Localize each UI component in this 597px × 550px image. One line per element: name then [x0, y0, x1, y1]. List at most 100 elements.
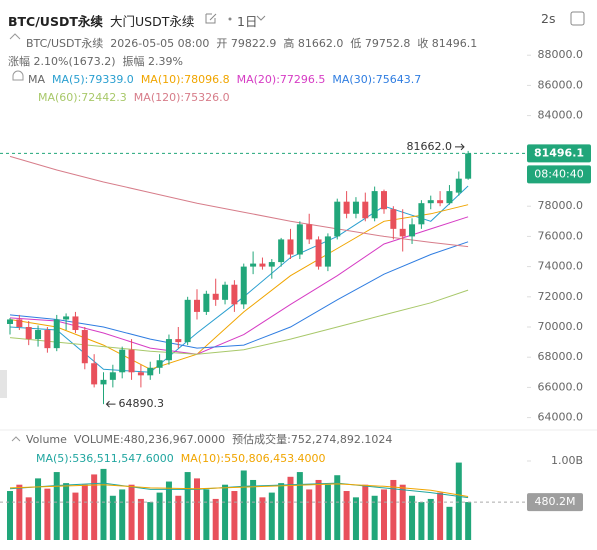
volume-bar: [72, 492, 79, 540]
legend-item: MA(5):536,511,547.6000: [36, 452, 174, 465]
layout-icon[interactable]: [570, 11, 585, 26]
candle-body: [137, 372, 144, 376]
info-item: 低 79752.8: [350, 37, 411, 50]
volume-bar: [465, 502, 472, 540]
candle-body: [212, 293, 219, 300]
y-tick-label: 76000.0: [538, 229, 584, 242]
index-name[interactable]: 大门USDT永续: [110, 14, 195, 29]
volume-bar: [7, 491, 13, 540]
candle-body: [268, 262, 275, 267]
volume-bar: [352, 497, 359, 540]
candle-body: [156, 360, 163, 368]
volume-bar: [81, 484, 88, 540]
candle-body: [91, 363, 98, 385]
y-tick-label: 86000.0: [538, 78, 584, 91]
legend-item: MA(10):78096.8: [140, 73, 230, 86]
volume-info: 预估成交量:752,274,892.1024: [232, 433, 393, 446]
candle-body: [381, 191, 387, 210]
info-item: 高 81662.0: [283, 37, 344, 50]
side-tab[interactable]: [0, 370, 7, 398]
volume-bar: [399, 484, 406, 540]
volume-ma-line: [9, 482, 469, 499]
info-row: BTC/USDT永续 2026-05-05 08:00 开 79822.9 高 816…: [26, 37, 477, 51]
candle-body: [25, 327, 32, 340]
symbol[interactable]: BTC/USDT永续: [8, 14, 103, 29]
ma-title: MA: [28, 73, 46, 86]
legend-item: MA(20):77296.5: [236, 73, 326, 86]
y-tick-label: 70000.0: [538, 320, 584, 333]
interval-chevron[interactable]: [256, 15, 266, 21]
candle-body: [334, 201, 341, 237]
volume-bar: [268, 492, 275, 540]
volume-bar: [455, 462, 462, 540]
info-item: 涨幅 2.10%(1673.2): [8, 55, 116, 68]
candle-body: [390, 209, 397, 229]
high-arrow: [455, 143, 465, 151]
last-volume: 480.2M: [535, 495, 576, 508]
info-item: 开 79822.9: [216, 37, 277, 50]
volume-bar: [231, 491, 238, 540]
candle-body: [409, 224, 416, 237]
candle-body: [362, 201, 369, 219]
candle-body: [418, 203, 425, 225]
alert-icon[interactable]: [12, 70, 24, 81]
y-tick-label: 1.00B: [551, 454, 583, 467]
candle-body: [455, 178, 462, 193]
volume-bar: [324, 484, 331, 540]
last-price-box: [527, 144, 591, 163]
candle-body: [81, 330, 88, 364]
volume-legend: MA(5):536,511,547.6000 MA(10):550,806,453…: [36, 452, 326, 466]
info-row: 涨幅 2.10%(1673.2) 振幅 2.39%: [8, 55, 183, 69]
volume-bar: [25, 497, 32, 540]
candle-body: [63, 316, 70, 320]
y-tick-label: 68000.0: [538, 350, 584, 363]
candle-body: [175, 339, 182, 343]
volume-bar: [194, 478, 200, 540]
info-item: 2026-05-05 08:00: [110, 37, 210, 50]
volume-bar: [203, 489, 210, 540]
candle-body: [446, 191, 453, 204]
candle-body: [165, 339, 172, 361]
refresh[interactable]: 2s: [541, 11, 556, 26]
last-price: 81496.1: [534, 146, 584, 159]
candle-body: [278, 239, 285, 263]
candle-body: [16, 319, 23, 328]
candle-body: [53, 319, 60, 349]
candle-body: [371, 191, 378, 219]
edit-icon[interactable]: [205, 13, 217, 24]
ma-line: [9, 289, 469, 355]
volume-bar: [128, 484, 135, 540]
collapse-icon[interactable]: [11, 436, 21, 442]
ma-line: [9, 241, 469, 349]
volume-legend: Volume VOLUME:480,236,967.0000 预估成交量:752,2…: [26, 433, 392, 447]
volume-bar: [44, 488, 51, 540]
candle-body: [147, 367, 154, 376]
volume-bar: [371, 495, 378, 540]
last-volume-box: [527, 493, 583, 512]
volume-bar: [418, 502, 425, 540]
countdown-box: [527, 165, 591, 184]
candle-body: [259, 263, 266, 267]
candle-body: [240, 266, 247, 305]
legend-item: MA(10):550,806,453.4000: [180, 452, 326, 465]
legend-item: MA(5):79339.0: [52, 73, 134, 86]
candle-body: [35, 330, 42, 340]
volume-bar: [409, 495, 416, 540]
ma-legend: MA(60):72442.3 MA(120):75326.0: [38, 91, 230, 105]
interval[interactable]: 1日: [237, 14, 258, 29]
volume-bar: [212, 498, 219, 540]
volume-bar: [381, 489, 387, 540]
candle-body: [315, 239, 322, 267]
ma-line: [9, 204, 469, 370]
candle-body: [100, 379, 107, 385]
volume-bar: [100, 468, 107, 540]
volume-bar: [147, 502, 154, 540]
ma-line: [9, 216, 469, 355]
candle-body: [427, 200, 434, 204]
candle-body: [7, 319, 13, 324]
volume-bar: [287, 476, 294, 540]
collapse-icon[interactable]: [9, 33, 21, 40]
volume-bar: [184, 472, 191, 540]
volume-bar: [222, 484, 229, 540]
